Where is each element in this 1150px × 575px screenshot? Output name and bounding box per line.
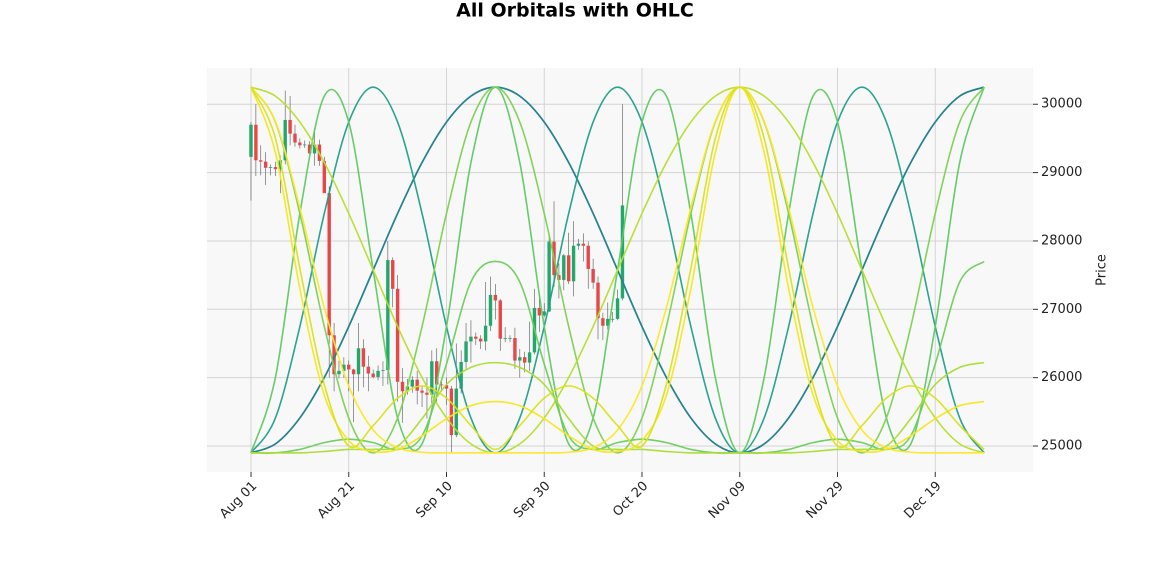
candle-body bbox=[322, 160, 327, 194]
candle-body bbox=[254, 124, 258, 161]
candle-body bbox=[395, 288, 400, 382]
candle-body bbox=[518, 357, 522, 361]
candle-body bbox=[386, 260, 390, 371]
orbital-line bbox=[250, 86, 985, 451]
candle-body bbox=[513, 338, 517, 361]
candle-body bbox=[283, 119, 287, 161]
candle-body bbox=[606, 318, 610, 326]
candle-body bbox=[268, 167, 273, 168]
candle-body bbox=[356, 348, 361, 375]
x-tick-label: Sep 10 bbox=[413, 479, 456, 522]
candle-body bbox=[576, 243, 581, 246]
orbital-line bbox=[250, 361, 985, 454]
x-tick-label: Aug 21 bbox=[315, 479, 358, 522]
orbital-line bbox=[250, 86, 985, 454]
candle-body bbox=[483, 325, 488, 342]
candle-body bbox=[591, 268, 595, 283]
candle-body bbox=[298, 142, 302, 146]
x-tick-label: Nov 29 bbox=[804, 479, 847, 522]
candle-body bbox=[601, 318, 605, 326]
candle-body bbox=[327, 193, 331, 336]
candle-body bbox=[479, 338, 483, 342]
candle-body bbox=[332, 335, 336, 375]
x-tick-label: Dec 19 bbox=[902, 479, 945, 522]
y-axis-label: Price bbox=[1095, 254, 1110, 286]
candle-body bbox=[557, 275, 561, 280]
candle-body bbox=[459, 361, 463, 389]
candle-body bbox=[430, 361, 434, 395]
candle-body bbox=[571, 245, 576, 282]
y-tick-label: 28000 bbox=[1041, 233, 1082, 248]
candle-body bbox=[547, 241, 551, 312]
candle-body bbox=[566, 255, 571, 282]
candle-body bbox=[615, 298, 620, 319]
candle-body bbox=[542, 311, 546, 316]
y-tick-label: 26000 bbox=[1041, 370, 1082, 385]
orbital-line bbox=[250, 86, 985, 454]
orbital-line bbox=[250, 86, 985, 453]
candle-body bbox=[488, 294, 493, 326]
candle-body bbox=[581, 243, 586, 246]
candle-body bbox=[337, 370, 341, 375]
chart-title: All Orbitals with OHLC bbox=[456, 0, 694, 22]
candle-body bbox=[537, 307, 542, 316]
candle-body bbox=[288, 119, 292, 134]
candle-body bbox=[410, 379, 414, 387]
y-tick-label: 30000 bbox=[1041, 97, 1082, 112]
candle-body bbox=[342, 364, 346, 371]
candle-body bbox=[503, 338, 507, 339]
candle-body bbox=[469, 336, 473, 342]
candle-body bbox=[376, 370, 380, 377]
candle-body bbox=[464, 341, 468, 362]
x-tick-label: Sep 30 bbox=[511, 479, 554, 522]
candle-body bbox=[420, 390, 424, 393]
candle-body bbox=[259, 160, 263, 162]
orbital-line bbox=[250, 260, 985, 454]
candle-body bbox=[278, 160, 283, 170]
candle-body bbox=[620, 205, 625, 299]
candle-body bbox=[435, 361, 439, 385]
candle-body bbox=[351, 369, 356, 375]
candle-body bbox=[312, 144, 317, 154]
candle-body bbox=[610, 318, 615, 320]
candle-body bbox=[454, 388, 458, 436]
candle-body bbox=[307, 144, 312, 154]
candle-body bbox=[371, 373, 375, 377]
candle-body bbox=[493, 294, 498, 301]
candle-body bbox=[400, 381, 405, 392]
candle-body bbox=[522, 357, 527, 363]
y-tick-label: 25000 bbox=[1041, 439, 1082, 454]
y-tick-label: 29000 bbox=[1041, 165, 1082, 180]
candle-body bbox=[293, 133, 297, 143]
candle-body bbox=[303, 144, 307, 146]
candle-body bbox=[249, 124, 253, 157]
orbital-line bbox=[250, 86, 985, 454]
candle-body bbox=[508, 338, 512, 339]
candle-body bbox=[361, 348, 366, 367]
candle-body bbox=[439, 384, 444, 386]
candle-body bbox=[498, 300, 502, 339]
candle-body bbox=[347, 364, 351, 370]
y-tick-label: 27000 bbox=[1041, 302, 1082, 317]
orbital-line bbox=[250, 86, 985, 454]
candle-body bbox=[415, 379, 419, 391]
candle-body bbox=[273, 167, 278, 170]
candle-body bbox=[474, 336, 478, 339]
candle-body bbox=[449, 388, 454, 436]
candle-body bbox=[562, 255, 566, 280]
candle-body bbox=[391, 260, 395, 289]
candle-body bbox=[425, 392, 429, 395]
x-tick-label: Nov 09 bbox=[706, 479, 749, 522]
candle-body bbox=[586, 245, 590, 269]
candle-body bbox=[527, 352, 532, 363]
x-tick-label: Oct 20 bbox=[610, 479, 651, 520]
candle-body bbox=[381, 370, 385, 371]
candle-body bbox=[444, 385, 449, 389]
candle-body bbox=[263, 161, 268, 168]
candle-body bbox=[366, 366, 370, 374]
candle-body bbox=[596, 282, 600, 319]
x-tick-label: Aug 01 bbox=[217, 479, 260, 522]
